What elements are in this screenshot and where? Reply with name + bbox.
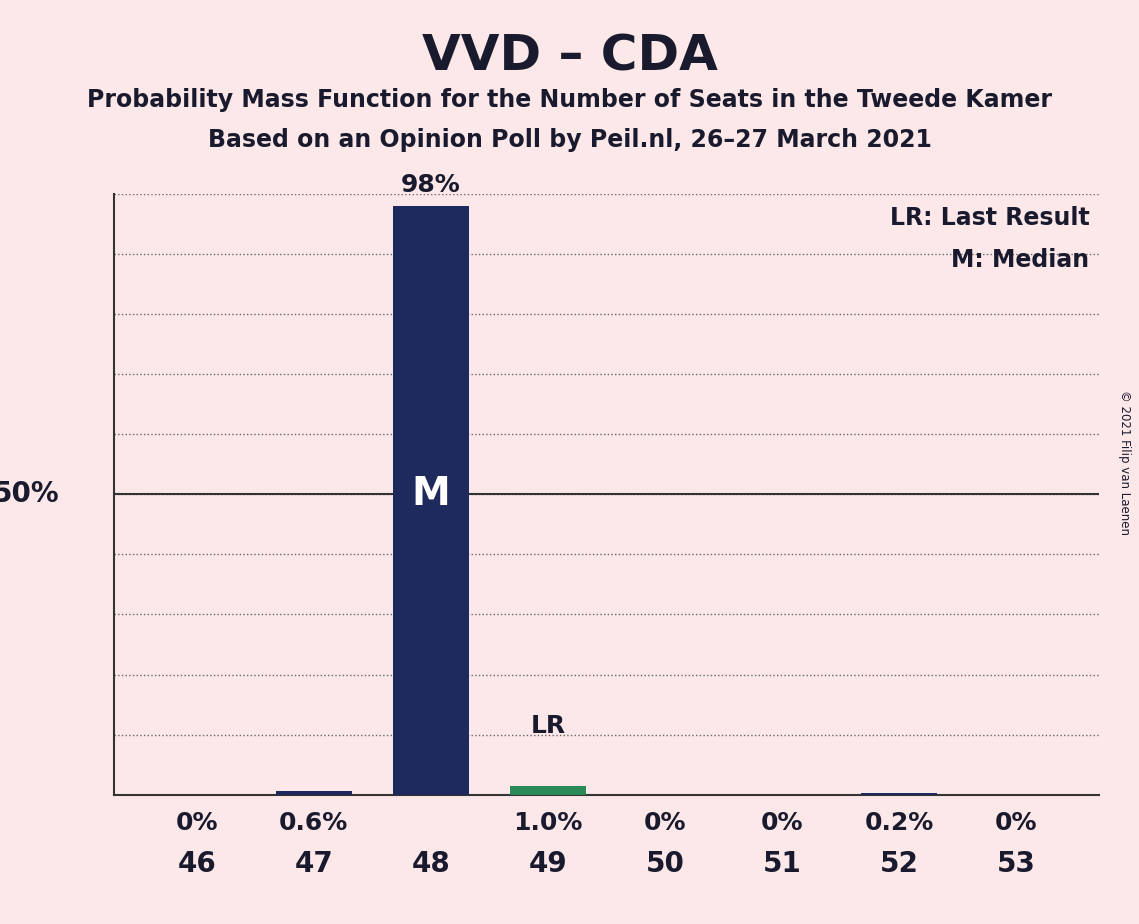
- Text: 0%: 0%: [761, 811, 803, 835]
- Text: Based on an Opinion Poll by Peil.nl, 26–27 March 2021: Based on an Opinion Poll by Peil.nl, 26–…: [207, 128, 932, 152]
- Text: M: Median: M: Median: [951, 248, 1089, 272]
- Bar: [510, 788, 587, 795]
- Text: 0.6%: 0.6%: [279, 811, 349, 835]
- Bar: [510, 785, 587, 795]
- Text: © 2021 Filip van Laenen: © 2021 Filip van Laenen: [1117, 390, 1131, 534]
- Text: LR: LR: [531, 713, 566, 737]
- Text: 1.0%: 1.0%: [514, 811, 583, 835]
- Text: 0%: 0%: [175, 811, 218, 835]
- Text: 98%: 98%: [401, 173, 461, 197]
- Text: 0.2%: 0.2%: [865, 811, 934, 835]
- Text: 50%: 50%: [0, 480, 59, 508]
- Text: VVD – CDA: VVD – CDA: [421, 32, 718, 80]
- Text: 0%: 0%: [995, 811, 1038, 835]
- Text: 0%: 0%: [644, 811, 687, 835]
- Text: M: M: [411, 475, 450, 514]
- Bar: [861, 794, 937, 795]
- Text: LR: Last Result: LR: Last Result: [890, 206, 1089, 230]
- Bar: [393, 206, 469, 795]
- Text: Probability Mass Function for the Number of Seats in the Tweede Kamer: Probability Mass Function for the Number…: [87, 88, 1052, 112]
- Bar: [276, 791, 352, 795]
